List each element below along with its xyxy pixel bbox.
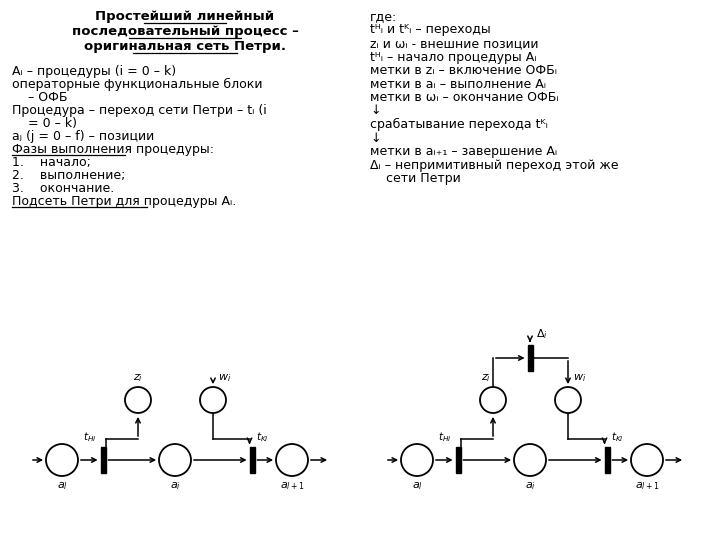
Text: ↓: ↓ xyxy=(370,105,380,118)
Text: tᴴᵢ – начало процедуры Aᵢ: tᴴᵢ – начало процедуры Aᵢ xyxy=(370,51,536,64)
Circle shape xyxy=(631,444,663,476)
Text: aⱼ (j = 0 – f) – позиции: aⱼ (j = 0 – f) – позиции xyxy=(12,130,154,143)
Text: $z_i$: $z_i$ xyxy=(481,372,491,384)
Text: метки в aᵢ₊₁ – завершение Aᵢ: метки в aᵢ₊₁ – завершение Aᵢ xyxy=(370,145,557,158)
Text: $z_i$: $z_i$ xyxy=(133,372,143,384)
Text: где:: где: xyxy=(370,10,397,23)
Text: $t_{Ki}$: $t_{Ki}$ xyxy=(256,430,269,444)
Text: $a_i$: $a_i$ xyxy=(525,480,536,492)
Text: Aᵢ – процедуры (i = 0 – k): Aᵢ – процедуры (i = 0 – k) xyxy=(12,65,176,78)
Circle shape xyxy=(480,387,506,413)
Text: Процедура – переход сети Петри – tᵢ (i: Процедура – переход сети Петри – tᵢ (i xyxy=(12,104,266,117)
Bar xyxy=(250,447,254,473)
Text: ↓: ↓ xyxy=(370,132,380,145)
Text: $a_{l+1}$: $a_{l+1}$ xyxy=(279,480,305,492)
Text: $\Delta_i$: $\Delta_i$ xyxy=(536,327,548,341)
Circle shape xyxy=(276,444,308,476)
Text: $t_{Hi}$: $t_{Hi}$ xyxy=(84,430,97,444)
Text: последовательный процесс –: последовательный процесс – xyxy=(71,25,298,38)
Text: $w_i$: $w_i$ xyxy=(573,372,586,384)
Bar xyxy=(101,447,106,473)
Text: 3.    окончание.: 3. окончание. xyxy=(12,182,114,195)
Text: метки в ωᵢ – окончание ОФБᵢ: метки в ωᵢ – окончание ОФБᵢ xyxy=(370,91,559,104)
Text: метки в aᵢ – выполнение Aᵢ: метки в aᵢ – выполнение Aᵢ xyxy=(370,78,546,91)
Text: 2.    выполнение;: 2. выполнение; xyxy=(12,169,125,182)
Text: $t_{Ki}$: $t_{Ki}$ xyxy=(611,430,624,444)
Text: оригинальная сеть Петри.: оригинальная сеть Петри. xyxy=(84,40,286,53)
Text: = 0 – k): = 0 – k) xyxy=(12,117,77,130)
Text: Подсеть Петри для процедуры Aᵢ.: Подсеть Петри для процедуры Aᵢ. xyxy=(12,195,236,208)
Circle shape xyxy=(125,387,151,413)
Text: – ОФБ: – ОФБ xyxy=(12,91,68,104)
Text: $w_i$: $w_i$ xyxy=(218,372,231,384)
Circle shape xyxy=(555,387,581,413)
Text: сети Петри: сети Петри xyxy=(370,172,461,185)
Text: срабатывание перехода tᴷᵢ: срабатывание перехода tᴷᵢ xyxy=(370,118,548,131)
Text: $a_{l+1}$: $a_{l+1}$ xyxy=(634,480,660,492)
Text: Фазы выполнения процедуры:: Фазы выполнения процедуры: xyxy=(12,143,214,156)
Bar xyxy=(456,447,461,473)
Text: $a_l$: $a_l$ xyxy=(57,480,68,492)
Text: метки в zᵢ – включение ОФБᵢ: метки в zᵢ – включение ОФБᵢ xyxy=(370,64,557,77)
Bar xyxy=(528,345,533,371)
Text: 1.    начало;: 1. начало; xyxy=(12,156,91,169)
Text: $t_{Hi}$: $t_{Hi}$ xyxy=(438,430,452,444)
Text: Δᵢ – непримитивный переход этой же: Δᵢ – непримитивный переход этой же xyxy=(370,159,618,172)
Circle shape xyxy=(46,444,78,476)
Circle shape xyxy=(200,387,226,413)
Text: $a_i$: $a_i$ xyxy=(169,480,181,492)
Text: операторные функциональные блоки: операторные функциональные блоки xyxy=(12,78,263,91)
Bar xyxy=(605,447,610,473)
Text: zᵢ и ωᵢ - внешние позиции: zᵢ и ωᵢ - внешние позиции xyxy=(370,37,539,50)
Circle shape xyxy=(159,444,191,476)
Circle shape xyxy=(514,444,546,476)
Text: tᴴᵢ и tᴷᵢ – переходы: tᴴᵢ и tᴷᵢ – переходы xyxy=(370,24,491,37)
Text: $a_l$: $a_l$ xyxy=(412,480,423,492)
Circle shape xyxy=(401,444,433,476)
Text: Простейший линейный: Простейший линейный xyxy=(96,10,274,23)
